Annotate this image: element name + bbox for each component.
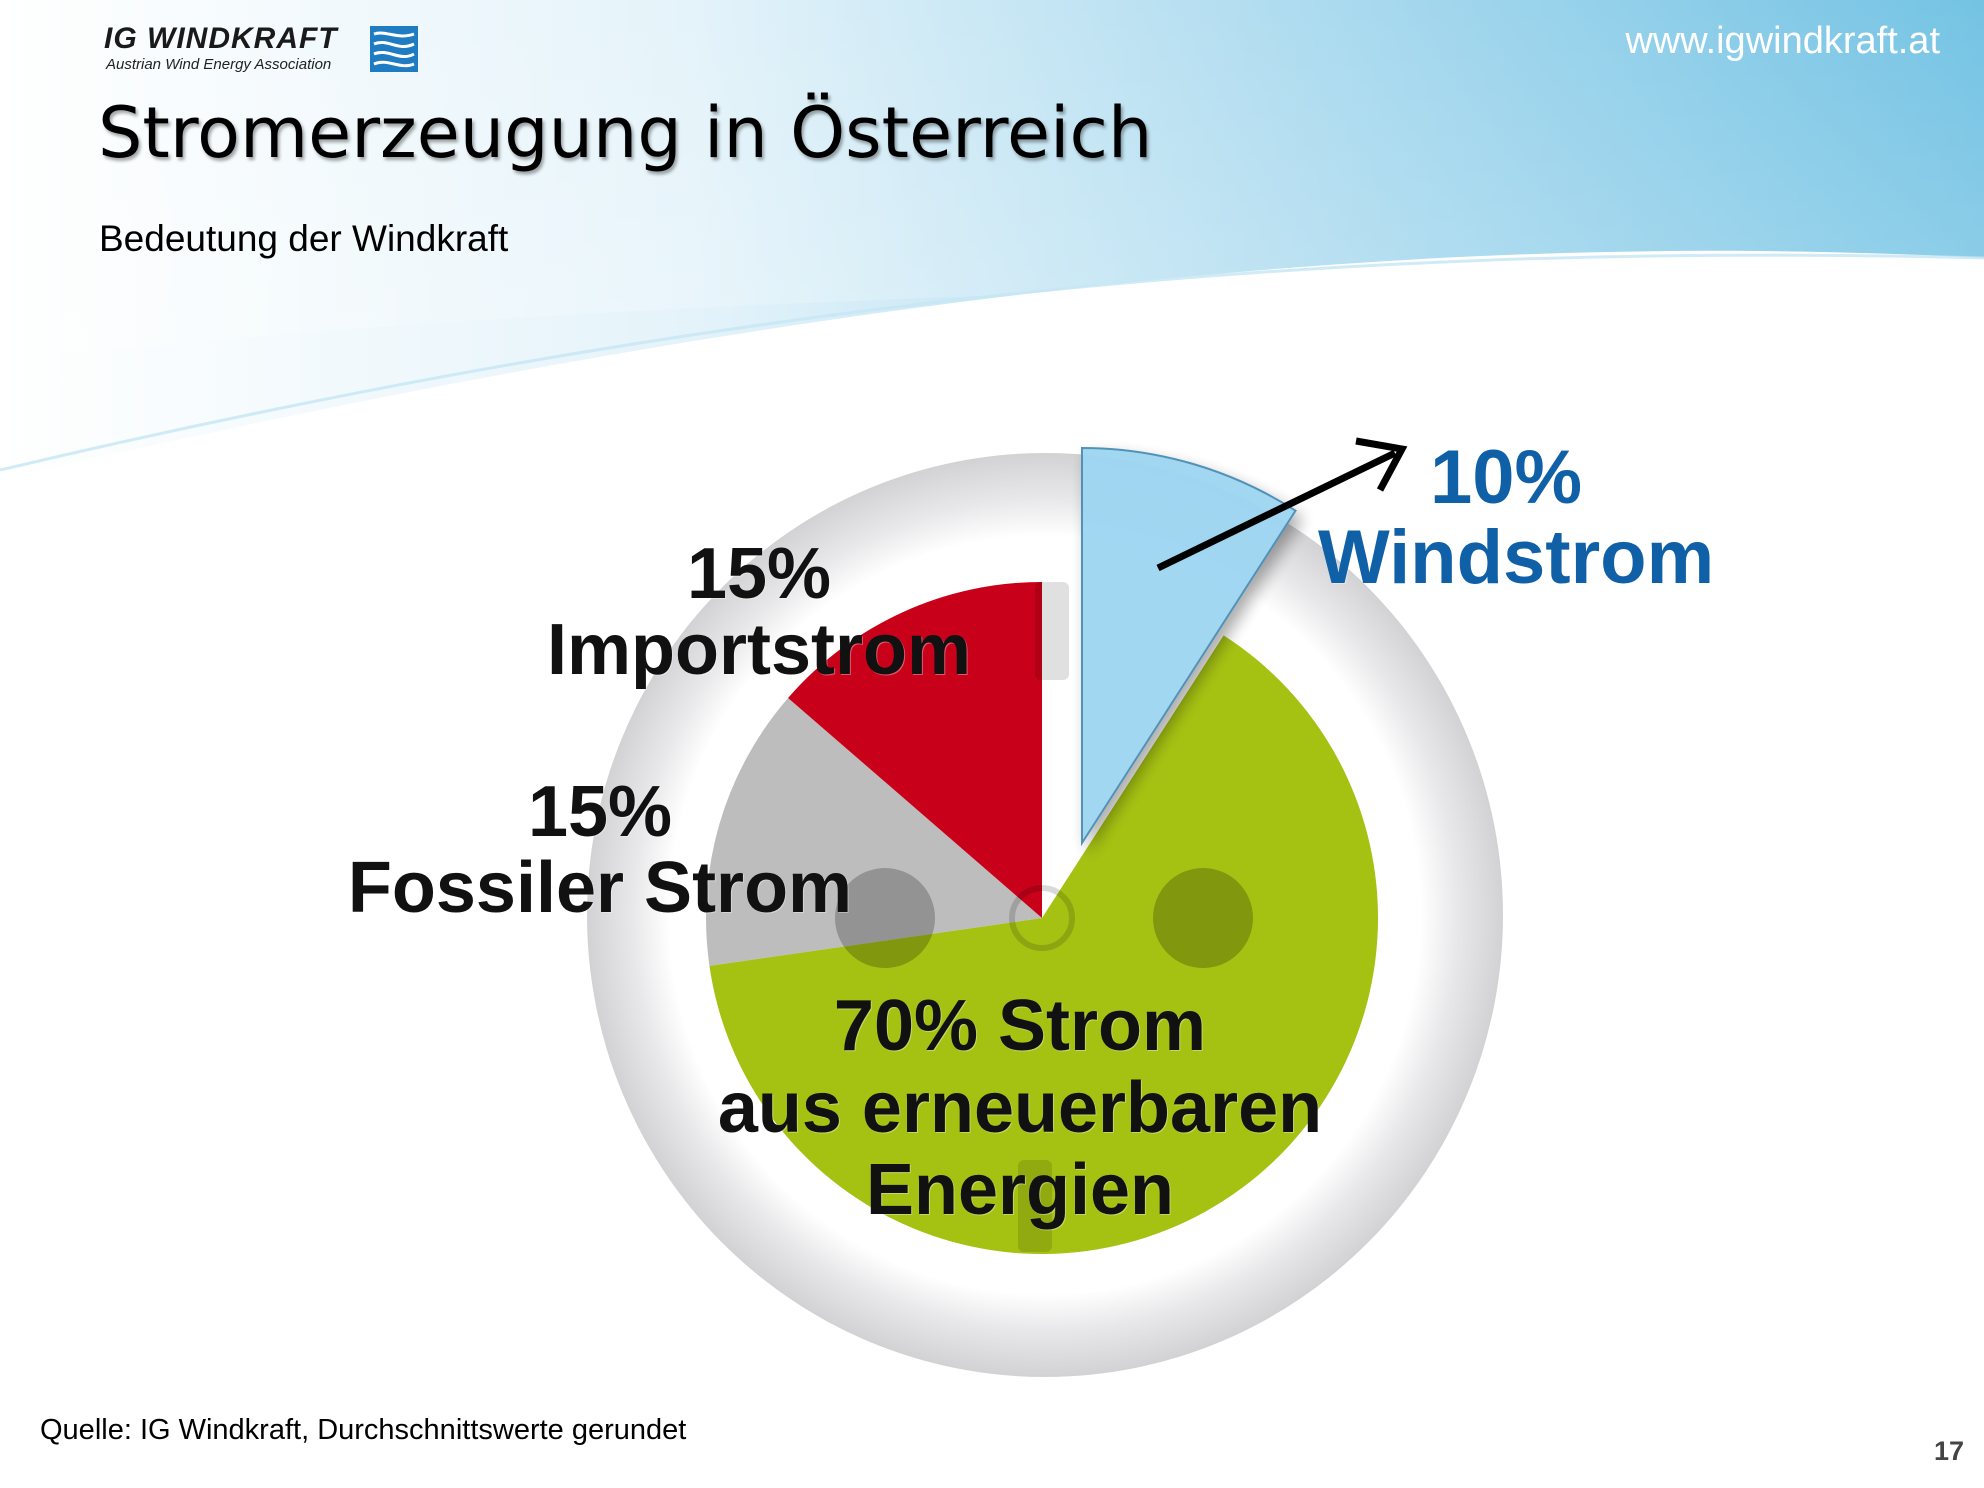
label-renewable-pct: 70% Strom [833,986,1207,1066]
label-windstrom-pct: 10% [1430,435,1583,520]
socket-ground-bottom [1018,1160,1052,1252]
label-renewable-line2: aus erneuerbaren [717,1068,1323,1148]
pie-slices [705,446,1379,1254]
socket-center-screw [1009,885,1075,951]
label-windstrom: 10% Windstrom [1300,440,1760,596]
socket-ground-top [1035,582,1069,680]
label-fossiler-strom: 15% Fossiler Strom [320,776,880,924]
label-fossil-pct: 15% [527,772,673,852]
arrow-head-icon [1355,437,1408,492]
slice-fossil [705,697,1042,966]
label-importstrom: 15% Importstrom [514,538,1004,686]
page-title: Stromerzeugung in Österreich [98,92,1153,174]
label-renewable: 70% Strom aus erneuerbaren Energien [660,990,1380,1226]
arrow-line [1156,449,1397,572]
wind-logo-icon [370,26,418,72]
label-windstrom-name: Windstrom [1318,515,1715,600]
page-subtitle: Bedeutung der Windkraft [99,218,509,259]
label-importstrom-name: Importstrom [546,610,972,690]
slice-renewable [709,635,1379,1254]
logo-subtitle: Austrian Wind Energy Association [106,56,332,73]
socket-hole-right [1153,868,1253,968]
socket-hole-left [835,868,935,968]
label-fossil-name: Fossiler Strom [347,848,853,928]
logo-name: IG WINDKRAFT [104,22,338,55]
slice-import [788,582,1042,918]
source-note: Quelle: IG Windkraft, Durchschnittswerte… [40,1414,687,1446]
label-importstrom-pct: 15% [686,534,832,614]
label-renewable-line3: Energien [865,1150,1175,1230]
logo: IG WINDKRAFT Austrian Wind Energy Associ… [104,22,424,78]
page-number: 17 [1933,1436,1964,1466]
slice-windstrom [1081,446,1297,847]
website-url: www.igwindkraft.at [1625,20,1940,62]
